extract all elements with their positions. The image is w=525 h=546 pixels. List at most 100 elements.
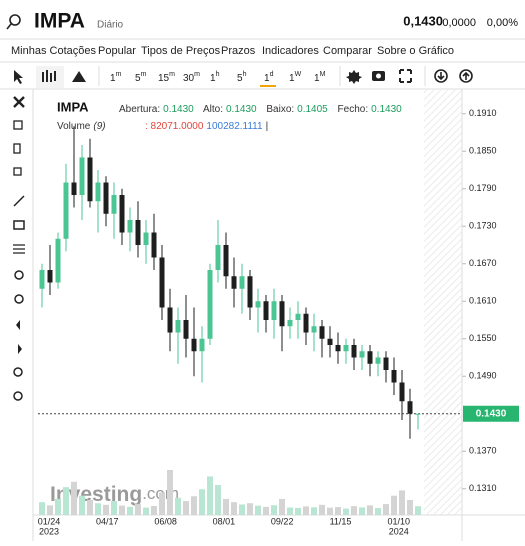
download-icon[interactable]	[434, 69, 448, 83]
candle-body	[327, 338, 333, 345]
timeframe-btn[interactable]: 1d	[264, 71, 274, 84]
timeframe-number: 1	[264, 73, 270, 84]
candle-body	[191, 338, 197, 352]
menu-item[interactable]: Sobre o Gráfico	[377, 45, 454, 57]
candle-body	[239, 276, 245, 289]
volume-bar	[407, 500, 413, 515]
candle-body	[215, 245, 221, 270]
timeframe-unit: d	[270, 71, 274, 78]
y-tick-label: 0.1610	[469, 296, 497, 306]
candle-body	[407, 401, 413, 414]
x-tick-label: 09/22	[271, 516, 294, 526]
last-price-box	[463, 405, 519, 422]
search-icon[interactable]	[9, 14, 21, 26]
candle-body	[207, 270, 213, 339]
candle-body	[95, 182, 101, 202]
timeframe-btn[interactable]: 1m	[110, 71, 122, 84]
x-tick-label: 06/08	[154, 516, 177, 526]
timeframe-btn[interactable]: 5h	[237, 71, 247, 84]
volume-bar	[143, 507, 149, 515]
candle-body	[71, 182, 77, 195]
candle-body	[311, 326, 317, 333]
volume-bar	[287, 507, 293, 515]
upload-icon[interactable]	[459, 69, 473, 83]
symbol: IMPA	[34, 10, 85, 33]
timeframe-btn[interactable]: 1M	[314, 71, 326, 84]
fullscreen-icon[interactable]	[399, 69, 412, 83]
volume-bar	[231, 502, 237, 515]
timeframe-btn[interactable]: 1h	[210, 71, 220, 84]
y-tick-label: 0.1490	[469, 371, 497, 381]
candle-body	[335, 345, 341, 352]
menu-item[interactable]: Tipos de Preços	[141, 45, 221, 57]
volume-bar	[247, 503, 253, 515]
volume-bar	[207, 476, 213, 515]
candle-body	[151, 232, 157, 258]
y-tick-label: 0.1370	[469, 446, 497, 456]
candle-body	[159, 257, 165, 308]
volume-bar	[119, 505, 125, 515]
volume-bar	[63, 487, 69, 515]
volume-bar	[351, 506, 357, 515]
timeframe-btn[interactable]: 5m	[135, 71, 147, 84]
x-tick-label: 04/17	[96, 516, 119, 526]
timeframe-btn[interactable]: 30m	[183, 71, 200, 84]
future-area	[424, 90, 462, 515]
candle-body	[271, 301, 277, 320]
volume-bar	[399, 490, 405, 515]
menu-item[interactable]: Minhas Cotações	[11, 45, 96, 57]
menu-item[interactable]: Indicadores	[262, 45, 319, 57]
timeframe-btn[interactable]: 15m	[158, 71, 175, 84]
volume-bar	[223, 498, 229, 515]
candle-body	[383, 357, 389, 370]
year-label: 2023	[39, 526, 59, 536]
candle-body	[287, 320, 293, 327]
volume-bar	[215, 485, 221, 515]
year-label: 2024	[389, 526, 409, 536]
menu-item[interactable]: Comparar	[323, 45, 372, 57]
timeframe-number: 1	[289, 73, 295, 84]
volume-bar	[263, 506, 269, 515]
candle-body	[343, 345, 349, 352]
candle-body	[175, 320, 181, 333]
candle-body	[359, 351, 365, 358]
volume-bar	[383, 504, 389, 515]
change-pct: 0,00%	[487, 17, 518, 29]
drawing-tools	[13, 96, 25, 401]
y-tick-label: 0.1910	[469, 108, 497, 118]
timeframe-number: 1	[210, 73, 216, 84]
close-tool[interactable]	[13, 96, 25, 108]
timeframe-unit: m	[194, 71, 200, 78]
x-tick-label: 08/01	[213, 516, 236, 526]
candle-body	[143, 232, 149, 245]
menu-item[interactable]: Prazos	[221, 45, 256, 57]
cursor-tool[interactable]	[14, 70, 23, 84]
candle-body	[79, 157, 85, 195]
volume-bar	[255, 505, 261, 515]
area-btn[interactable]	[72, 71, 86, 82]
y-tick-label: 0.1550	[469, 333, 497, 343]
volume-bar	[95, 503, 101, 515]
volume-bar	[343, 508, 349, 515]
volume-bar	[335, 507, 341, 515]
timeframe-unit: m	[116, 71, 122, 78]
active-underline	[260, 85, 276, 87]
volume-bar	[135, 504, 141, 515]
volume-bar	[303, 506, 309, 515]
candle-body	[47, 270, 53, 283]
timeframe-unit: m	[141, 71, 147, 78]
timeframe-unit: m	[169, 71, 175, 78]
timeframe-btn[interactable]: 1W	[289, 71, 302, 84]
timeframe-number: 5	[135, 73, 141, 84]
volume-bar	[127, 506, 133, 515]
candle-body	[63, 182, 69, 239]
candle-body	[375, 357, 381, 364]
candle-body	[247, 276, 253, 308]
candle-body	[279, 301, 285, 327]
x-tick-label: 11/15	[330, 516, 352, 526]
settings-icon[interactable]	[346, 70, 362, 84]
last-price-label: 0.1430	[476, 408, 507, 419]
menu-item[interactable]: Popular	[98, 45, 136, 57]
volume-bar	[79, 495, 85, 515]
candle-body	[415, 413, 421, 415]
